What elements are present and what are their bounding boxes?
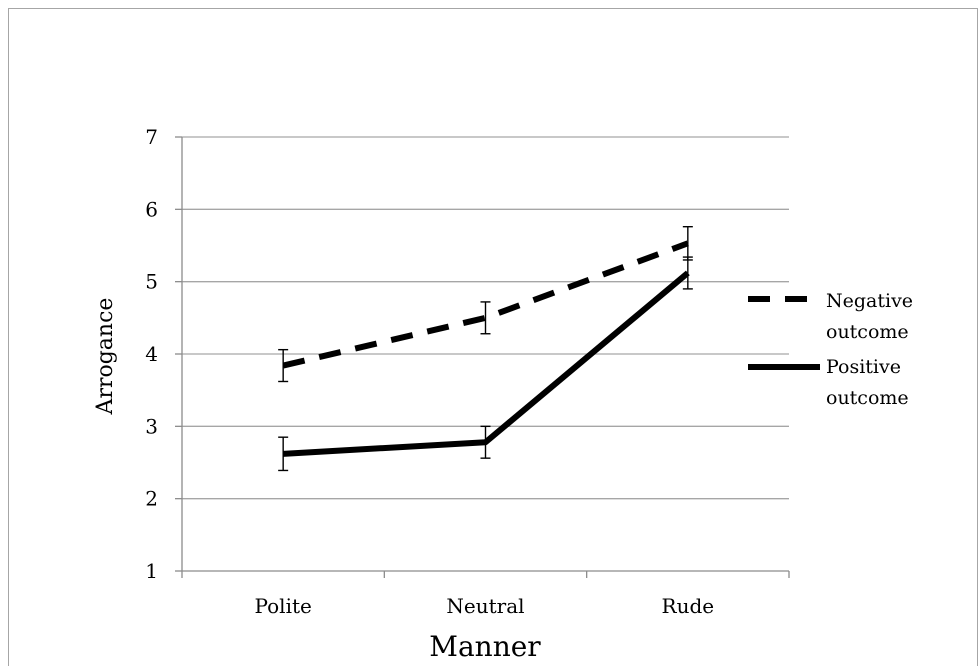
- y-tick-label: 6: [145, 197, 158, 221]
- y-tick-label: 1: [145, 559, 158, 583]
- error-bar: [682, 256, 693, 290]
- series-line: [282, 240, 689, 369]
- legend-label-line: outcome: [826, 321, 909, 343]
- y-tick-label: 3: [145, 414, 158, 438]
- legend-label-line: Positive: [826, 356, 901, 378]
- error-bar: [278, 436, 289, 472]
- legend-item: Negative outcome: [748, 290, 913, 343]
- x-tick-label: Polite: [254, 594, 311, 618]
- legend-label-line: Negative: [826, 290, 913, 312]
- y-tick-label: 4: [145, 342, 158, 366]
- x-tick-label: Rude: [662, 594, 715, 618]
- y-tick-label: 7: [145, 125, 158, 149]
- chart-frame: [8, 8, 978, 666]
- legend-label-line: outcome: [826, 387, 909, 409]
- error-bar: [480, 425, 491, 459]
- x-axis-title: Manner: [429, 630, 541, 663]
- y-tick-label: 2: [145, 487, 158, 511]
- error-bar: [278, 348, 289, 383]
- legend-label: Positive outcome: [826, 356, 909, 409]
- legend-item: Positive outcome: [748, 356, 909, 409]
- x-tick-label: Neutral: [446, 594, 524, 618]
- legend-label: Negative outcome: [826, 290, 913, 343]
- legend: Negative outcome Positive outcome: [748, 290, 913, 409]
- y-axis-title: Arrogance: [93, 298, 118, 416]
- y-tick-label: 5: [145, 270, 158, 294]
- axes: 1 2 3 4 5 6 7 Polite Neutral Rude: [145, 125, 790, 618]
- error-bar: [480, 301, 491, 335]
- series-group: [278, 225, 693, 472]
